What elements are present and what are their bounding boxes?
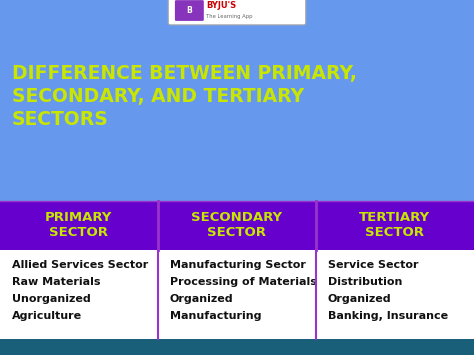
Text: Distribution: Distribution <box>328 277 402 287</box>
Text: Unorganized: Unorganized <box>12 294 91 304</box>
Text: Manufacturing: Manufacturing <box>170 311 261 321</box>
FancyBboxPatch shape <box>168 0 306 25</box>
Text: B: B <box>186 6 192 15</box>
Bar <box>0 250 474 339</box>
Text: PRIMARY
SECTOR: PRIMARY SECTOR <box>45 212 113 239</box>
Text: Manufacturing Sector: Manufacturing Sector <box>170 260 306 270</box>
Bar <box>0 339 474 355</box>
Text: The Learning App: The Learning App <box>206 13 253 18</box>
Text: Allied Services Sector: Allied Services Sector <box>12 260 148 270</box>
FancyBboxPatch shape <box>175 0 204 21</box>
Text: Banking, Insurance: Banking, Insurance <box>328 311 447 321</box>
Bar <box>0 201 474 250</box>
Text: Agriculture: Agriculture <box>12 311 82 321</box>
Text: DIFFERENCE BETWEEN PRIMARY,
SECONDARY, AND TERTIARY
SECTORS: DIFFERENCE BETWEEN PRIMARY, SECONDARY, A… <box>12 64 357 129</box>
Bar <box>0 0 474 201</box>
Text: SECONDARY
SECTOR: SECONDARY SECTOR <box>191 212 283 239</box>
Text: BYJU'S: BYJU'S <box>206 1 237 10</box>
Text: Organized: Organized <box>170 294 233 304</box>
Text: Organized: Organized <box>328 294 391 304</box>
Text: Raw Materials: Raw Materials <box>12 277 100 287</box>
Text: TERTIARY
SECTOR: TERTIARY SECTOR <box>359 212 430 239</box>
Text: Processing of Materials: Processing of Materials <box>170 277 317 287</box>
Text: Service Sector: Service Sector <box>328 260 418 270</box>
